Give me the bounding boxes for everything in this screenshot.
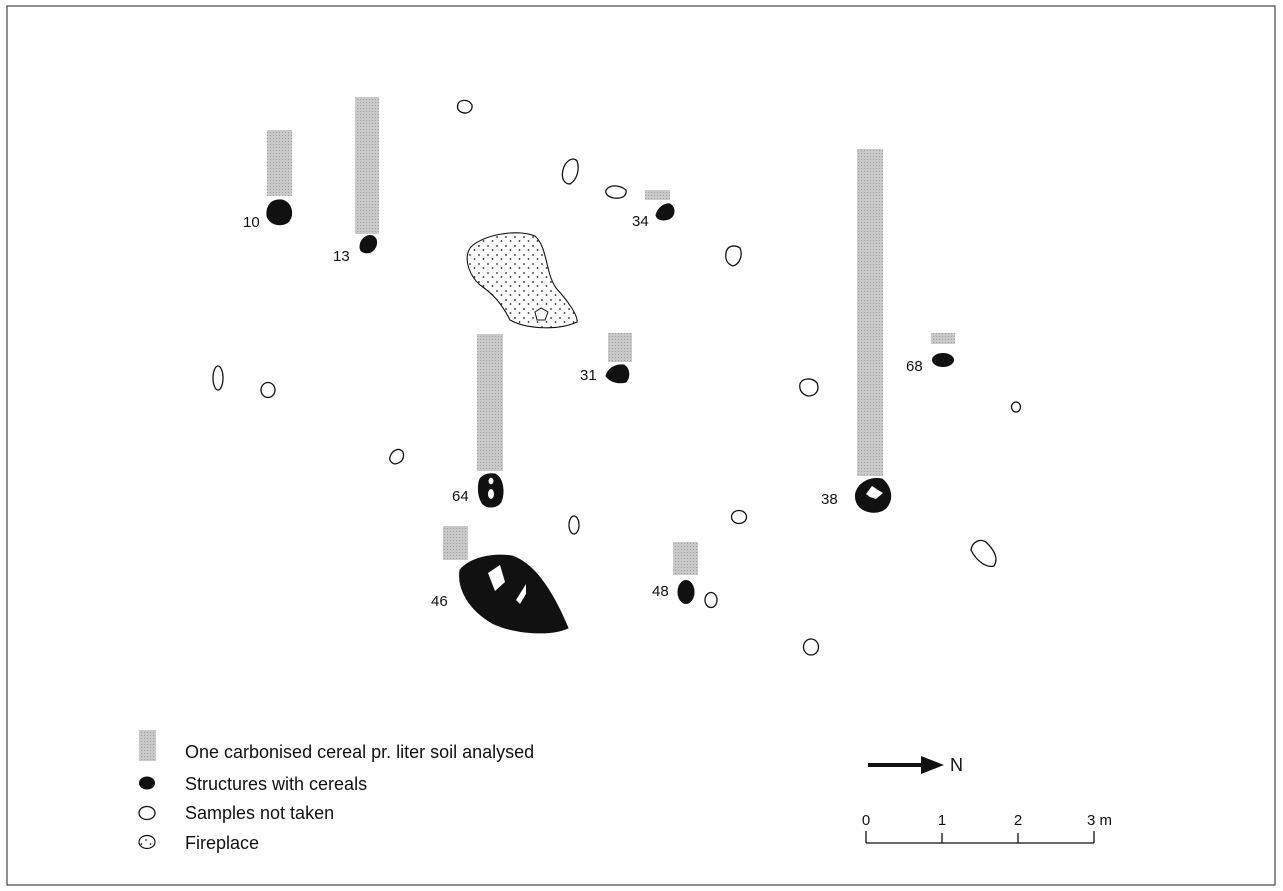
samples-not-taken bbox=[212, 99, 1022, 656]
structure-48 bbox=[677, 580, 695, 604]
feature-label: 31 bbox=[580, 367, 597, 384]
scale-tick-label: 1 bbox=[938, 812, 946, 829]
structure-31 bbox=[605, 364, 630, 384]
sample-not-taken bbox=[970, 539, 997, 568]
sample-not-taken bbox=[568, 515, 580, 535]
sample-not-taken bbox=[389, 448, 405, 465]
structure-64-hole-a bbox=[488, 477, 494, 485]
sample-not-taken bbox=[1010, 401, 1022, 413]
sample-not-taken bbox=[730, 509, 748, 525]
feature-label: 13 bbox=[333, 248, 350, 265]
legend-structure-swatch bbox=[139, 776, 155, 790]
structure-46-hole-b bbox=[516, 584, 526, 604]
bar-48 bbox=[673, 542, 698, 575]
north-label: N bbox=[950, 755, 963, 775]
scale-unit: m bbox=[1095, 812, 1112, 829]
legend-bar-swatch bbox=[139, 730, 156, 761]
feature-label: 38 bbox=[821, 491, 838, 508]
scale-tick-label-last: 3 m bbox=[1087, 812, 1112, 829]
sample-not-taken bbox=[212, 365, 224, 391]
structure-46 bbox=[459, 554, 569, 634]
bar-13 bbox=[355, 97, 379, 234]
structure-68 bbox=[932, 353, 954, 367]
structure-13 bbox=[359, 235, 378, 254]
legend-structures-label: Structures with cereals bbox=[185, 774, 367, 794]
feature-label: 48 bbox=[652, 583, 669, 600]
sample-not-taken bbox=[456, 99, 473, 114]
feature-label: 10 bbox=[243, 214, 260, 231]
bar-46 bbox=[443, 526, 468, 560]
structure-64-hole-b bbox=[488, 489, 494, 499]
bar-64 bbox=[477, 334, 503, 471]
sample-not-taken bbox=[561, 158, 579, 185]
legend-not-taken-label: Samples not taken bbox=[185, 803, 334, 823]
feature-label: 64 bbox=[452, 488, 469, 505]
cereal-density-bars bbox=[267, 97, 955, 575]
north-arrow-icon bbox=[921, 756, 944, 774]
legend-fireplace-label: Fireplace bbox=[185, 833, 259, 853]
map-frame bbox=[6, 5, 1276, 886]
legend-bar-label: One carbonised cereal pr. liter soil ana… bbox=[185, 742, 534, 762]
feature-label: 34 bbox=[632, 213, 649, 230]
bar-10 bbox=[267, 130, 292, 196]
legend-not-taken-swatch bbox=[138, 805, 156, 821]
bar-31 bbox=[608, 333, 632, 362]
bar-68 bbox=[931, 333, 955, 344]
structure-10 bbox=[266, 199, 293, 226]
sample-not-taken bbox=[725, 245, 742, 267]
sample-not-taken bbox=[260, 381, 276, 399]
scale-tick-label: 2 bbox=[1014, 812, 1022, 829]
scale-tick-label: 0 bbox=[862, 812, 870, 829]
sample-not-taken bbox=[802, 638, 820, 656]
bar-38 bbox=[857, 149, 883, 476]
feature-label: 46 bbox=[431, 593, 448, 610]
bar-34 bbox=[645, 190, 670, 200]
sample-not-taken bbox=[704, 591, 718, 609]
feature-labels: 10 13 34 31 64 46 48 38 68 bbox=[243, 213, 923, 610]
structure-46-hole-a bbox=[488, 565, 505, 591]
sample-not-taken bbox=[605, 185, 627, 199]
north-arrow: N bbox=[868, 755, 963, 775]
fireplace bbox=[466, 232, 578, 329]
scale-bar: 0 1 2 3 m bbox=[862, 812, 1112, 844]
sample-not-taken bbox=[799, 378, 819, 397]
structure-34 bbox=[655, 203, 675, 221]
scale-tick-label: 3 bbox=[1087, 812, 1095, 829]
legend: One carbonised cereal pr. liter soil ana… bbox=[138, 730, 534, 853]
cereal-structures bbox=[266, 199, 954, 634]
structure-38-hole bbox=[866, 486, 883, 499]
legend-fireplace-swatch bbox=[138, 834, 156, 850]
fireplace-stone bbox=[534, 307, 549, 321]
feature-label: 68 bbox=[906, 358, 923, 375]
